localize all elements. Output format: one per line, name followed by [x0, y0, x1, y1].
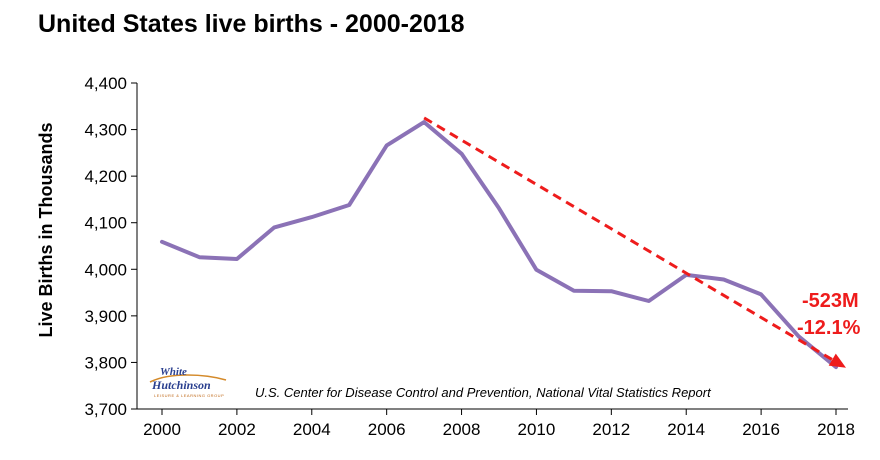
y-tick-label: 4,100 — [84, 214, 127, 233]
x-tick-label: 2014 — [667, 420, 705, 439]
annotation-change-absolute: -523M — [802, 290, 859, 312]
y-tick-label: 3,800 — [84, 353, 127, 372]
chart-title: United States live births - 2000-2018 — [38, 10, 465, 38]
logo: White Hutchinson LEISURE & LEARNING GROU… — [149, 366, 227, 398]
y-axis-label: Live Births in Thousands — [36, 122, 56, 337]
x-tick-label: 2016 — [742, 420, 780, 439]
logo-text-white: White — [160, 366, 187, 378]
y-tick-label: 4,000 — [84, 260, 127, 279]
trend-arrow-line — [423, 116, 833, 361]
x-tick-label: 2008 — [443, 420, 481, 439]
y-axis-ticks: 3,700 3,800 3,900 4,000 4,100 4,200 4,300 4,400 — [84, 74, 137, 419]
x-axis-ticks: 2000 2002 2004 2006 2008 2010 2012 2014 2016 2018 — [143, 409, 855, 439]
x-tick-label: 2018 — [817, 420, 855, 439]
y-tick-label: 4,400 — [84, 74, 127, 93]
series-points — [161, 122, 837, 368]
x-tick-label: 2002 — [218, 420, 256, 439]
source-note: U.S. Center for Disease Control and Prev… — [255, 385, 712, 400]
x-tick-label: 2012 — [592, 420, 630, 439]
y-tick-label: 4,200 — [84, 167, 127, 186]
logo-text-hutchinson: Hutchinson — [151, 378, 211, 392]
trend-arrow — [423, 116, 846, 368]
trend-arrowhead — [828, 353, 846, 368]
logo-tagline: LEISURE & LEARNING GROUP — [154, 393, 224, 398]
series-line — [160, 120, 838, 370]
y-tick-label: 4,300 — [84, 121, 127, 140]
x-tick-label: 2004 — [293, 420, 331, 439]
x-tick-label: 2006 — [368, 420, 406, 439]
annotation-change-percent: -12.1% — [797, 317, 861, 339]
y-tick-label: 3,900 — [84, 307, 127, 326]
x-tick-label: 2000 — [143, 420, 181, 439]
x-tick-label: 2010 — [518, 420, 556, 439]
y-tick-label: 3,700 — [84, 400, 127, 419]
